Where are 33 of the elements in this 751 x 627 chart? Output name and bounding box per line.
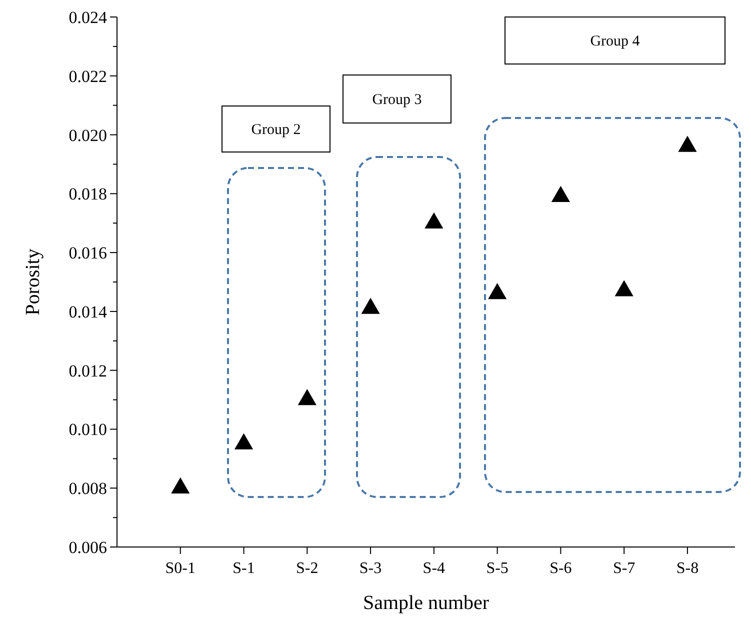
y-tick-label: 0.012 bbox=[68, 361, 107, 380]
x-tick-label: S0-1 bbox=[165, 560, 196, 577]
x-tick-label: S-8 bbox=[676, 560, 699, 577]
y-tick-label: 0.020 bbox=[68, 126, 107, 145]
point bbox=[678, 136, 697, 152]
point bbox=[614, 280, 634, 296]
x-axis-title: Sample number bbox=[362, 592, 490, 614]
x-tick-label: S-4 bbox=[422, 560, 446, 577]
y-tick-label: 0.018 bbox=[68, 184, 107, 204]
point bbox=[424, 212, 444, 228]
y-axis-title: Porosity bbox=[22, 248, 44, 316]
annotation: Group 2 bbox=[251, 122, 301, 138]
x-tick-label: S-5 bbox=[486, 560, 508, 577]
y-tick-label: 0.022 bbox=[68, 66, 107, 86]
point bbox=[551, 186, 570, 202]
y-tick-label: 0.014 bbox=[68, 302, 108, 322]
y-tick-label: 0.008 bbox=[68, 479, 107, 498]
x-tick-label: S-7 bbox=[612, 560, 636, 577]
x-tick-label: S-6 bbox=[550, 560, 572, 577]
y-tick-label: 0.024 bbox=[68, 8, 108, 27]
x-tick-label: S-3 bbox=[359, 560, 382, 577]
x-tick-label: S-2 bbox=[296, 560, 318, 577]
point bbox=[298, 389, 316, 406]
x-tick-label: S-1 bbox=[232, 560, 255, 577]
annotation: Group 4 bbox=[590, 34, 640, 50]
point bbox=[488, 283, 507, 300]
point bbox=[234, 433, 254, 450]
annotation: Group 3 bbox=[372, 92, 422, 108]
y-tick-label: 0.010 bbox=[68, 420, 107, 440]
point bbox=[171, 477, 190, 494]
point bbox=[361, 298, 380, 314]
y-tick-label: 0.006 bbox=[68, 538, 107, 557]
y-tick-label: 0.016 bbox=[68, 244, 107, 263]
